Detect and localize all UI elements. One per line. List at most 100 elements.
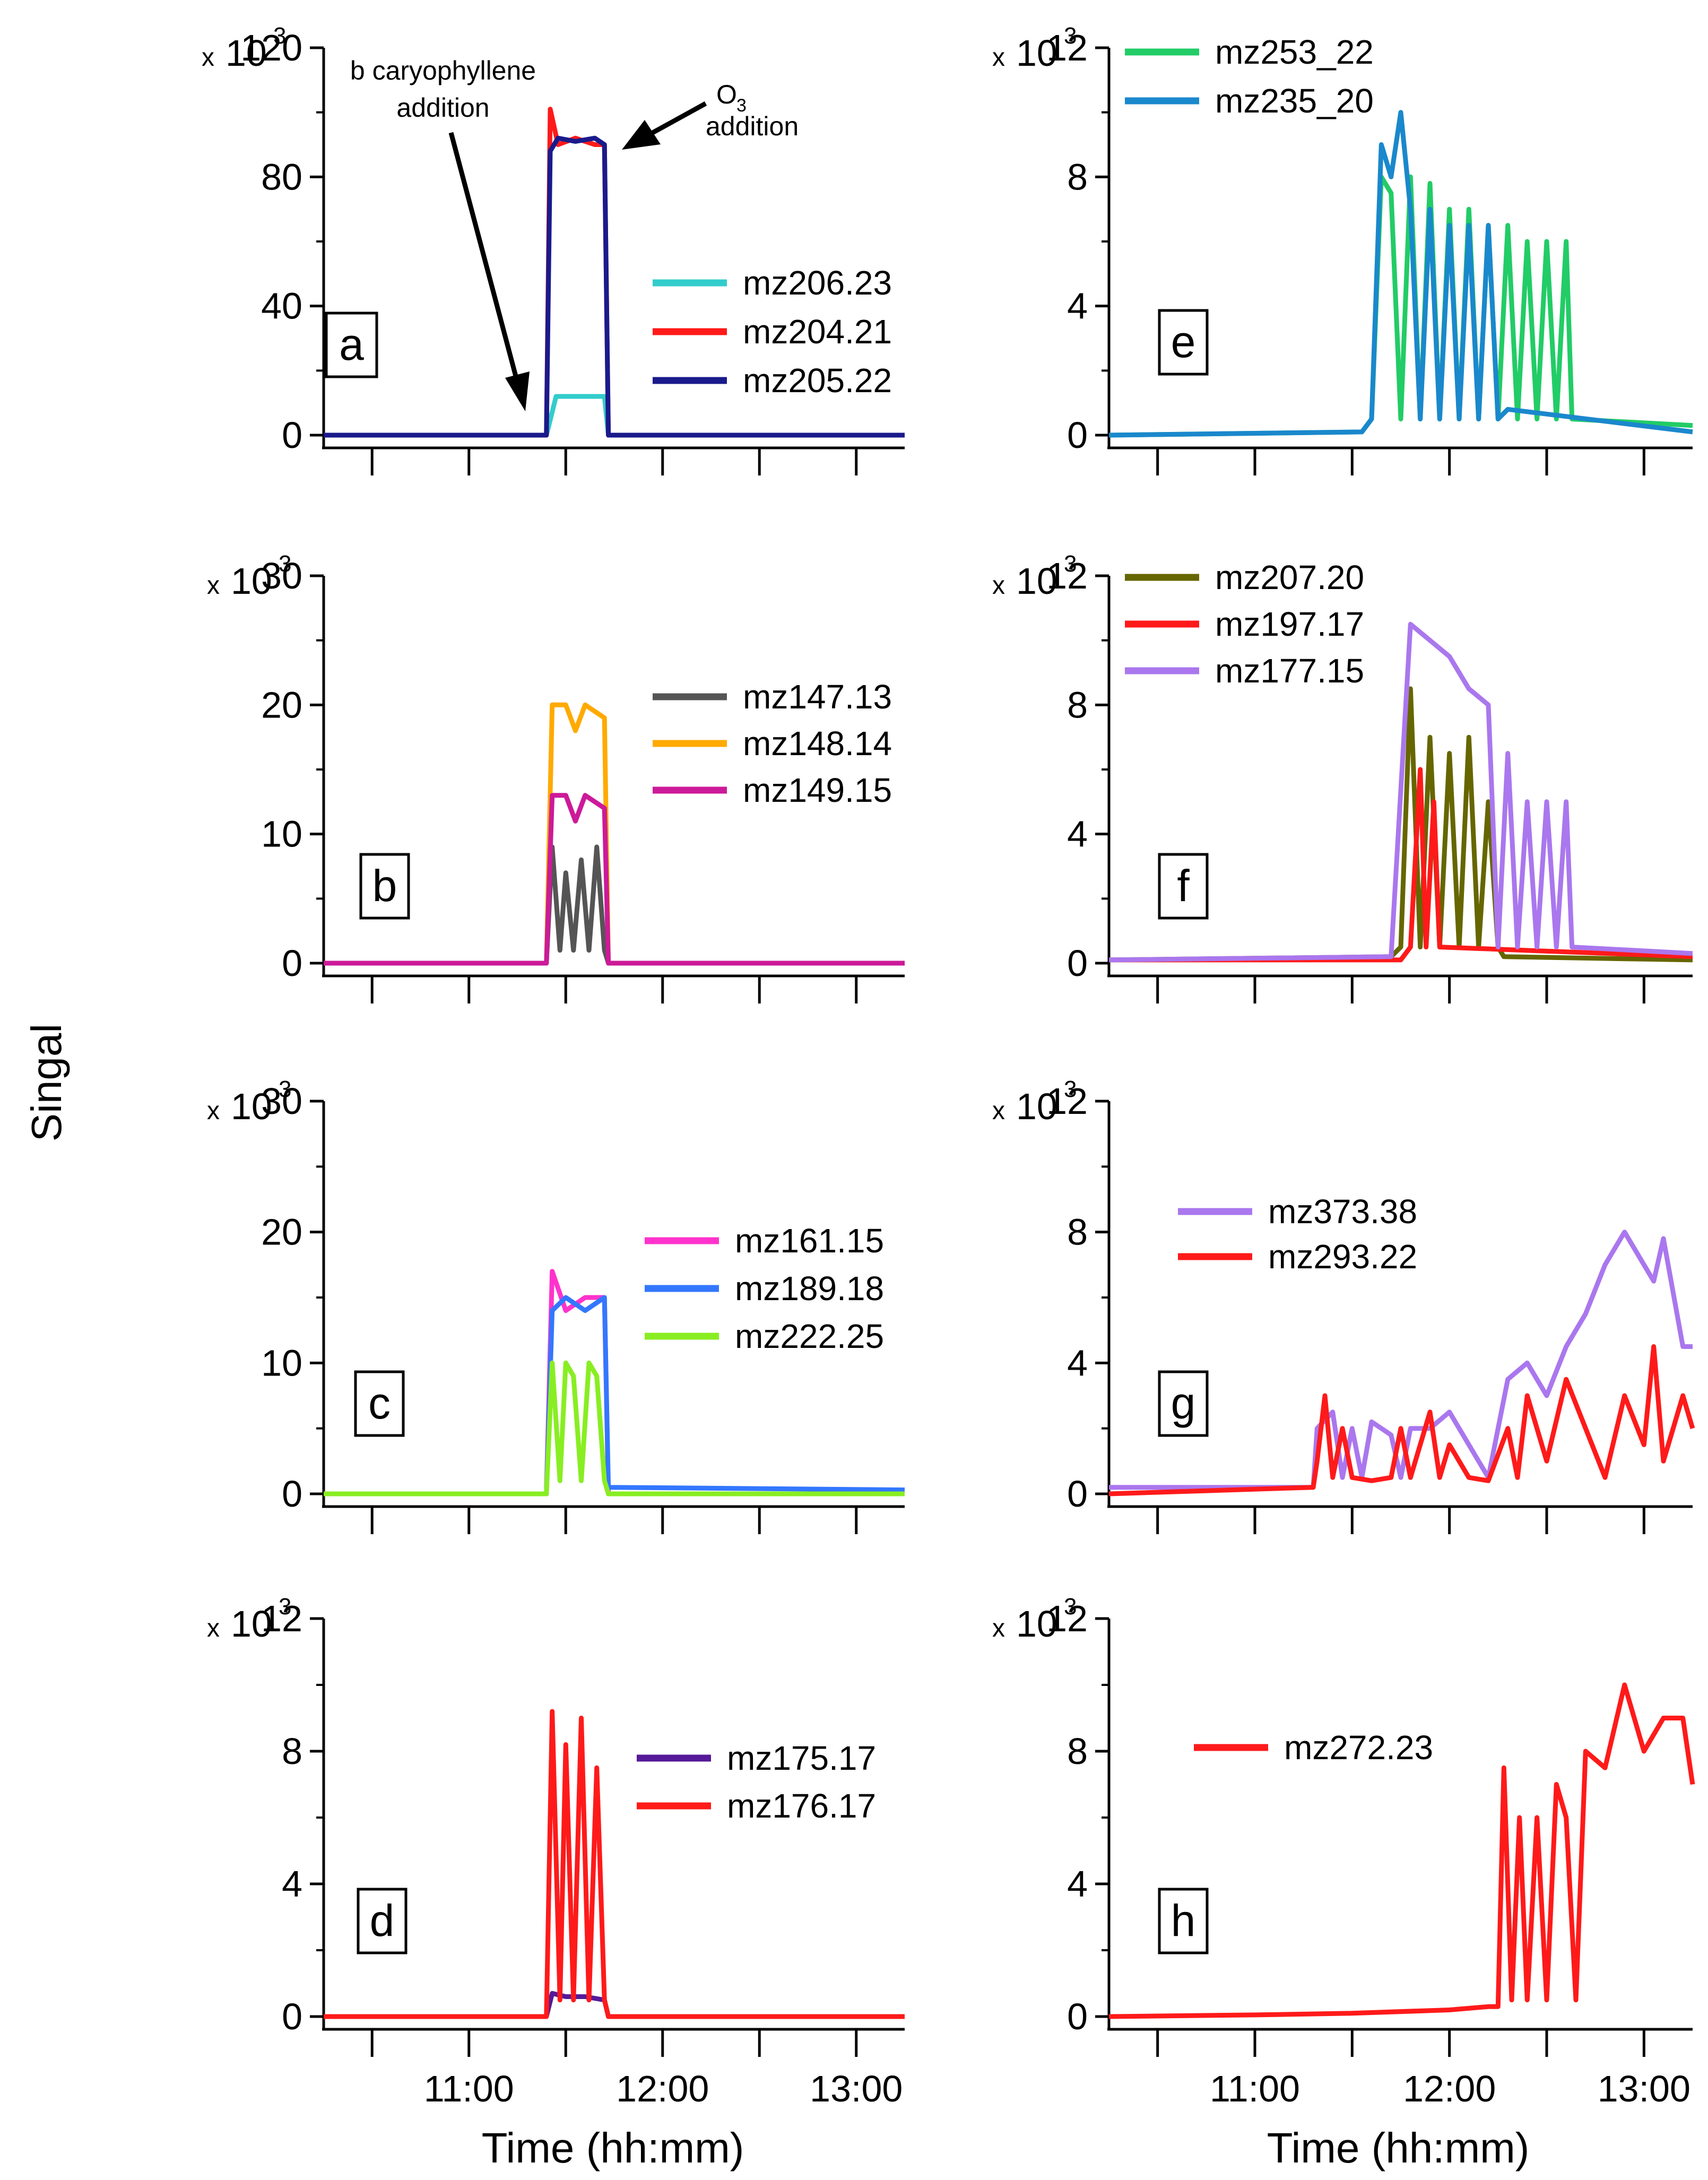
- series-line-mz206.23: [324, 394, 905, 438]
- y-tick-label: 8: [1067, 156, 1088, 197]
- series-line-mz147.13: [324, 844, 905, 966]
- x-tick-label: 12:00: [1403, 2068, 1496, 2109]
- y-tick-label: 4: [1067, 1342, 1088, 1383]
- y-tick-label: 10: [261, 814, 302, 855]
- arrow-shaft-caryophyllene: [448, 132, 520, 383]
- multiplier-label: x: [992, 1097, 1005, 1125]
- panel-c: 0 10 20 30 x 10 3 mz161.15 mz189.18 mz222.25 c: [207, 1076, 905, 1534]
- series-line-mz205.22: [324, 135, 905, 438]
- y-tick-label: 40: [261, 286, 302, 327]
- series-line-mz197.17: [1109, 767, 1693, 963]
- y-tick-label: 4: [1067, 814, 1088, 855]
- arrow-head-caryophyllene: [505, 371, 530, 411]
- legend-label: mz293.22: [1268, 1238, 1417, 1276]
- x-tick-label: 12:00: [616, 2068, 709, 2109]
- y-tick-label: 20: [261, 684, 302, 725]
- panel-letter-box: [354, 1370, 405, 1437]
- y-tick-label: 8: [1067, 1731, 1088, 1772]
- series-line-mz176.17: [324, 1709, 905, 2019]
- y-tick-label: 4: [1067, 1863, 1088, 1905]
- panel-f: 0 4 8 12 x 10 3 mz207.20 mz197.17 mz177.15 f: [992, 551, 1693, 1004]
- legend-label: mz253_22: [1215, 33, 1374, 71]
- y-tick-label: 80: [261, 156, 302, 197]
- y-tick-label: 12: [1046, 555, 1088, 596]
- multiplier-label: x: [202, 44, 214, 72]
- multiplier-base: 10: [1016, 1603, 1057, 1645]
- legend-label: mz176.17: [727, 1787, 876, 1825]
- series-line-mz373.38: [1109, 1230, 1693, 1490]
- x-tick-label: 13:00: [1598, 2068, 1690, 2109]
- panel-h: 0 4 8 12 x 10 3 11:00 12:00 13:00 mz272.23 h: [992, 1594, 1695, 2109]
- series-line-mz253_22: [1108, 174, 1693, 438]
- y-tick-label: 0: [282, 414, 302, 456]
- panel-letter: g: [1171, 1378, 1196, 1428]
- panel-g: 0 4 8 12 x 10 3 mz373.38 mz293.22 g: [992, 1076, 1695, 1534]
- legend-label: mz149.15: [743, 771, 892, 809]
- y-tick-label: 4: [282, 1863, 302, 1905]
- panel-d: 0 4 8 12 x 10 3 11:00 12:00 13:00 mz175.17 mz176.17…: [207, 1594, 905, 2109]
- legend-label: mz205.22: [743, 361, 892, 400]
- panel-letter: h: [1171, 1896, 1196, 1945]
- legend-label: mz235_20: [1215, 82, 1374, 120]
- multiplier-base: 10: [231, 1603, 272, 1645]
- legend-label: mz222.25: [735, 1317, 884, 1355]
- panel-letter-box: [1158, 309, 1209, 376]
- legend-label: mz272.23: [1284, 1728, 1433, 1767]
- y-tick-label: 0: [1067, 942, 1088, 984]
- legend-label: mz147.13: [743, 678, 892, 716]
- annotation-addition-1: addition: [396, 93, 489, 123]
- arrow-shaft-ozone: [651, 101, 707, 135]
- y-tick-label: 8: [282, 1731, 302, 1772]
- y-axis-title: Singal: [23, 1024, 70, 1141]
- legend-label: mz189.18: [735, 1269, 884, 1308]
- legend-label: mz197.17: [1215, 605, 1364, 643]
- annotation-ozone: O: [716, 80, 737, 109]
- legend-label: mz148.14: [743, 724, 892, 763]
- x-tick-label: 13:00: [810, 2068, 903, 2109]
- multiplier-base: 10: [226, 32, 267, 74]
- legend-label: mz204.21: [743, 313, 892, 351]
- panel-b: 0 10 20 30 x 10 3 mz147.13 mz148.14 mz149.15 b: [207, 551, 905, 1004]
- series-line-mz149.15: [324, 793, 905, 966]
- multiplier-label: x: [992, 44, 1005, 72]
- annotation-ozone-subscript: 3: [736, 96, 747, 116]
- y-tick-label: 30: [261, 1080, 302, 1122]
- y-tick-label: 10: [261, 1342, 302, 1383]
- panel-letter: f: [1177, 861, 1190, 911]
- annotation-caryophyllene: b caryophyllene: [350, 56, 536, 85]
- panel-letter-box: [1158, 1370, 1209, 1437]
- multiplier-base: 10: [1016, 560, 1057, 602]
- y-tick-label: 12: [1046, 27, 1088, 68]
- multiplier-label: x: [207, 572, 220, 600]
- annotation-addition-2: addition: [706, 111, 799, 141]
- y-tick-label: 12: [261, 1598, 302, 1639]
- legend-label: mz161.15: [735, 1222, 884, 1260]
- x-axis-title-right: Time (hh:mm): [1267, 2124, 1530, 2172]
- legend-label: mz175.17: [727, 1739, 876, 1777]
- legend-label: mz206.23: [743, 264, 892, 302]
- series-line-mz272.23: [1108, 1682, 1695, 2019]
- panel-letter-box: [359, 853, 410, 920]
- y-tick-label: 0: [1067, 1473, 1088, 1515]
- multiplier-exponent: 3: [279, 1594, 291, 1620]
- series-line-mz175.17: [324, 1991, 905, 2019]
- y-tick-label: 8: [1067, 1212, 1088, 1253]
- series-line-mz177.15: [1108, 621, 1693, 963]
- y-tick-label: 4: [1067, 286, 1088, 327]
- panel-letter: c: [368, 1378, 391, 1428]
- legend-label: mz373.38: [1268, 1192, 1417, 1231]
- x-axis-title-left: Time (hh:mm): [482, 2124, 744, 2172]
- series-line-mz235_20: [1108, 110, 1693, 438]
- multiplier-base: 10: [1016, 32, 1057, 74]
- y-tick-label: 30: [261, 555, 302, 596]
- panel-letter-box: [325, 312, 378, 378]
- multiplier-label: x: [992, 1614, 1005, 1642]
- y-tick-label: 0: [282, 1473, 302, 1515]
- panel-letter-box: [1158, 1888, 1209, 1954]
- panel-letter-box: [1158, 853, 1209, 920]
- y-tick-label: 12: [1046, 1080, 1088, 1122]
- x-tick-label: 11:00: [424, 2068, 514, 2109]
